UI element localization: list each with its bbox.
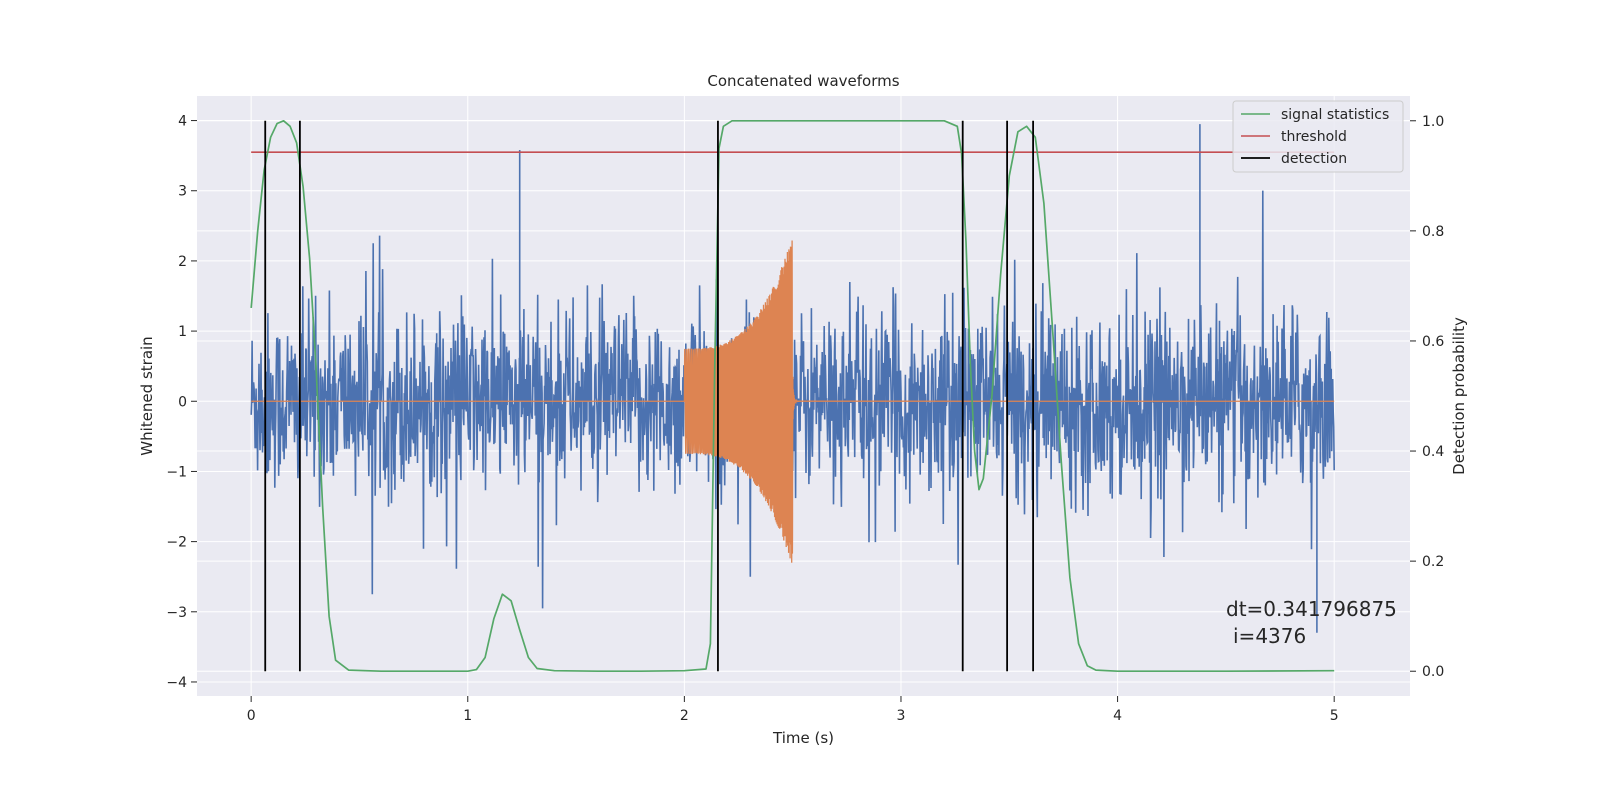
legend-label-threshold: threshold [1281, 129, 1347, 145]
annotation-dt: dt=0.341796875 [1226, 597, 1397, 621]
y-tick-label: 3 [178, 184, 187, 200]
y-axis-label-right: Detection probability [1450, 317, 1468, 475]
y-tick-label: −3 [166, 605, 187, 621]
y-tick-label: −1 [166, 464, 187, 480]
legend-label-detection: detection [1281, 151, 1347, 167]
y-right-tick-label: 1.0 [1422, 114, 1444, 130]
series-strain-noise-spikes [518, 124, 1318, 633]
x-tick-label: 1 [463, 708, 472, 724]
y-tick-label: 2 [178, 254, 187, 270]
x-tick-label: 4 [1113, 708, 1122, 724]
y-right-tick-label: 0.0 [1422, 664, 1444, 680]
y-tick-label: −4 [166, 675, 187, 691]
y-ticks-right: 0.0 0.2 0.4 0.6 0.8 1.0 [1410, 114, 1444, 680]
y-tick-label: 4 [178, 114, 187, 130]
series-layer [250, 119, 1335, 673]
y-right-tick-label: 0.8 [1422, 224, 1444, 240]
annotation-i: i=4376 [1233, 624, 1306, 648]
x-tick-label: 2 [680, 708, 689, 724]
y-right-tick-label: 0.2 [1422, 554, 1444, 570]
x-tick-label: 0 [247, 708, 256, 724]
legend-label-signal-statistics: signal statistics [1281, 107, 1389, 123]
y-tick-label: 0 [178, 394, 187, 410]
y-right-tick-label: 0.6 [1422, 334, 1444, 350]
y-right-tick-label: 0.4 [1422, 444, 1444, 460]
y-axis-label: Whitened strain [138, 336, 156, 455]
x-ticks: 0 1 2 3 4 5 [247, 696, 1339, 724]
series-chirp-waveform [251, 240, 1335, 563]
legend-box [1232, 100, 1404, 173]
chart-title: Concatenated waveforms [707, 72, 899, 90]
legend: signal statistics threshold detection [1232, 100, 1404, 173]
y-tick-label: −2 [166, 535, 187, 551]
y-ticks-left: −4 −3 −2 −1 0 1 2 3 4 [166, 114, 197, 691]
x-tick-label: 3 [897, 708, 906, 724]
x-axis-label: Time (s) [772, 729, 834, 747]
x-tick-label: 5 [1330, 708, 1339, 724]
plot-area [250, 119, 1335, 673]
y-tick-label: 1 [178, 324, 187, 340]
